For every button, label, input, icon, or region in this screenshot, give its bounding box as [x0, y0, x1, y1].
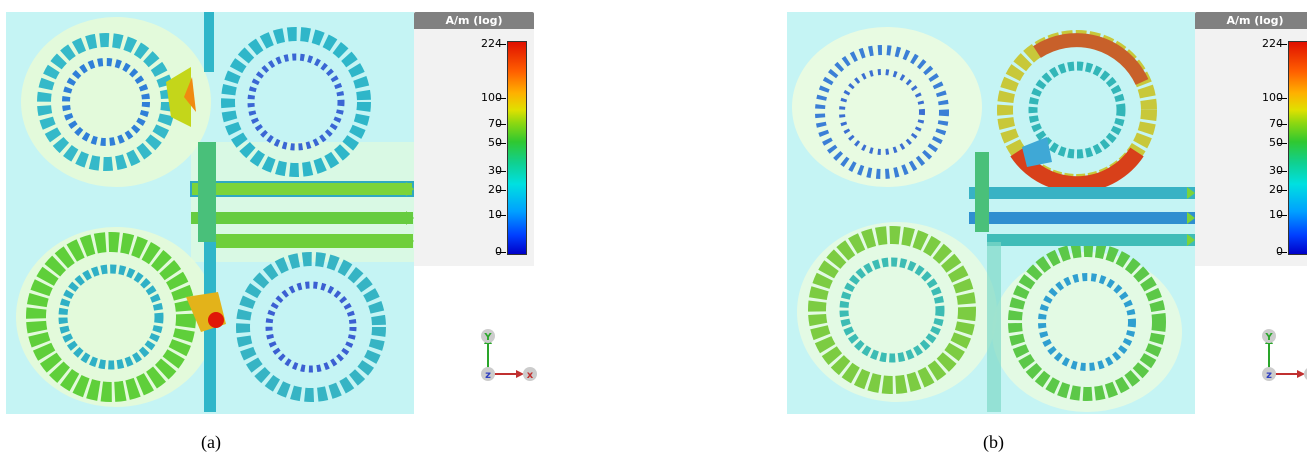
tick-label: 0	[1276, 245, 1283, 258]
tick-mark	[1277, 44, 1287, 45]
figure-caption: (b)	[983, 432, 1004, 452]
tick-label: 0	[495, 245, 502, 258]
axis-y-label: Y	[483, 332, 492, 343]
tick-label: 224	[1262, 37, 1283, 50]
axis-triad: Y z x	[468, 326, 538, 390]
tick-label: 224	[481, 37, 502, 50]
figure-panel-a: A/m (log) 224 100 70 50 30 20 10 0 Y z x	[6, 0, 546, 461]
axis-triad: Y z x	[1249, 326, 1307, 390]
tick-mark	[1277, 215, 1287, 216]
tick-mark	[496, 190, 506, 191]
axis-z-label: z	[485, 370, 491, 381]
axis-y-label: Y	[1264, 332, 1273, 343]
tick-mark	[1277, 252, 1287, 253]
tick-mark	[1277, 171, 1287, 172]
color-bar	[1288, 41, 1307, 255]
tick-mark	[496, 143, 506, 144]
tick-label: 70	[488, 117, 502, 130]
tick-label: 70	[1269, 117, 1283, 130]
tick-label: 50	[1269, 136, 1283, 149]
tick-mark	[1277, 143, 1287, 144]
tick-mark	[496, 98, 506, 99]
tick-mark	[496, 44, 506, 45]
tick-mark	[1277, 190, 1287, 191]
color-bar	[507, 41, 527, 255]
axis-x-label: x	[527, 370, 534, 381]
tick-mark	[496, 171, 506, 172]
figure-caption: (a)	[201, 432, 221, 452]
tick-label: 100	[481, 91, 502, 104]
tick-mark	[1277, 98, 1287, 99]
tick-mark	[1277, 124, 1287, 125]
tick-mark	[496, 252, 506, 253]
tick-label: 20	[1269, 183, 1283, 196]
tick-label: 10	[1269, 208, 1283, 221]
axis-z-label: z	[1266, 370, 1272, 381]
surface-current-image-b	[792, 27, 1195, 412]
tick-label: 20	[488, 183, 502, 196]
tick-mark	[496, 124, 506, 125]
current-field-plot-b	[787, 12, 1195, 414]
tick-mark	[496, 215, 506, 216]
tick-label: 10	[488, 208, 502, 221]
legend-title: A/m (log)	[1195, 12, 1307, 29]
tick-label: 50	[488, 136, 502, 149]
tick-label: 100	[1262, 91, 1283, 104]
color-legend: 224 100 70 50 30 20 10 0	[1195, 29, 1307, 266]
figure-panel-b: A/m (log) 224 100 70 50 30 20 10 0 Y z x	[787, 0, 1307, 461]
color-legend: 224 100 70 50 30 20 10 0	[414, 29, 534, 266]
surface-current-image-a	[16, 12, 414, 412]
tick-label: 30	[488, 164, 502, 177]
current-field-plot-a	[6, 12, 414, 414]
tick-label: 30	[1269, 164, 1283, 177]
legend-title: A/m (log)	[414, 12, 534, 29]
